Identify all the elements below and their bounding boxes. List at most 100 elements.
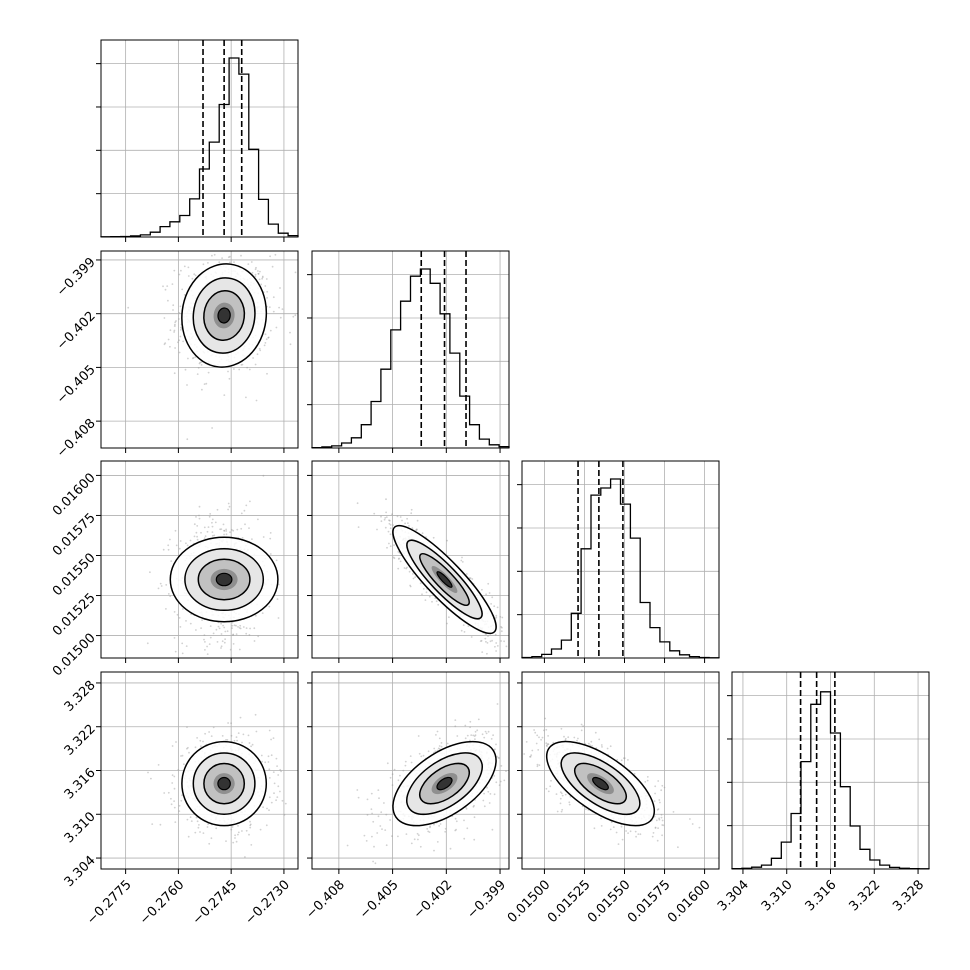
sample-point [461, 556, 463, 559]
sample-point [568, 803, 571, 806]
sample-point [402, 769, 405, 772]
sample-point [585, 808, 587, 810]
sample-point [249, 627, 252, 630]
sample-point [438, 745, 441, 747]
sample-point [167, 338, 170, 341]
sample-point [196, 535, 199, 538]
sample-point [150, 777, 152, 780]
sample-point [169, 538, 171, 541]
sample-point [280, 770, 282, 773]
sample-point [438, 825, 440, 827]
sample-point [536, 765, 539, 768]
sample-point [173, 787, 176, 790]
sample-point [232, 634, 234, 636]
sample-point [621, 838, 624, 841]
sample-point [177, 768, 180, 771]
sample-point [545, 744, 548, 747]
sample-point [380, 515, 382, 518]
sample-point [496, 606, 499, 609]
sample-point [629, 830, 632, 833]
sample-point [563, 735, 565, 738]
sample-point [193, 523, 196, 526]
sample-point [409, 585, 412, 588]
sample-point [261, 275, 264, 278]
sample-point [232, 529, 235, 532]
sample-point [418, 752, 421, 755]
sample-point [177, 341, 179, 344]
sample-point [276, 765, 278, 767]
sample-point [547, 743, 550, 746]
density-peak [436, 776, 453, 791]
sample-point [227, 370, 229, 373]
sample-point [169, 345, 171, 348]
sample-point [481, 733, 484, 736]
sample-point [227, 502, 230, 505]
sample-point [593, 827, 596, 830]
sample-point [149, 571, 151, 574]
sample-point [384, 517, 387, 519]
sample-point [220, 528, 223, 530]
sample-point [178, 312, 181, 314]
sample-point [241, 741, 243, 744]
sample-point [215, 628, 218, 631]
sample-point [173, 325, 176, 327]
panel-1-0 [96, 250, 299, 453]
sample-point [413, 838, 416, 841]
sample-point [383, 802, 385, 804]
sample-point [273, 782, 276, 785]
sample-point [495, 781, 498, 784]
sample-point [374, 862, 377, 865]
sample-point [660, 789, 663, 792]
sample-point [197, 367, 200, 369]
sample-point [698, 826, 701, 829]
sample-point [356, 502, 359, 505]
sample-point [181, 652, 184, 655]
sample-point [661, 834, 663, 837]
sample-point [536, 734, 539, 737]
sample-point [200, 531, 202, 534]
sample-point [376, 832, 379, 834]
sample-point [226, 630, 229, 633]
sample-point [262, 474, 265, 477]
sample-point [433, 849, 435, 852]
sample-point [446, 539, 448, 542]
sample-point [415, 529, 417, 532]
sample-point [220, 645, 223, 648]
sample-point [266, 297, 268, 299]
sample-point [173, 269, 176, 272]
sample-point [235, 736, 238, 738]
sample-point [646, 776, 649, 778]
sample-point [170, 803, 173, 806]
sample-point [530, 754, 533, 756]
sample-point [544, 717, 547, 720]
sample-point [276, 796, 279, 798]
sample-point [198, 517, 201, 520]
sample-point [560, 727, 563, 730]
sample-point [210, 837, 213, 840]
sample-point [404, 764, 407, 767]
sample-point [499, 615, 502, 618]
sample-point [652, 832, 655, 834]
sample-point [487, 790, 490, 793]
sample-point [227, 256, 230, 259]
sample-point [549, 785, 552, 788]
sample-point [244, 856, 246, 858]
sample-point [496, 645, 499, 647]
sample-point [179, 626, 182, 628]
sample-point [216, 508, 219, 511]
panel-3-3 [727, 671, 930, 874]
sample-point [538, 736, 540, 739]
sample-point [584, 742, 586, 745]
sample-point [661, 824, 664, 826]
sample-point [547, 790, 550, 793]
sample-point [389, 819, 391, 821]
sample-point [189, 622, 192, 625]
sample-point [559, 797, 562, 800]
sample-point [187, 266, 190, 269]
sample-point [371, 835, 373, 838]
sample-point [483, 736, 486, 739]
sample-point [251, 743, 254, 746]
sample-point [404, 522, 406, 525]
sample-point [561, 808, 564, 811]
sample-point [262, 806, 264, 809]
